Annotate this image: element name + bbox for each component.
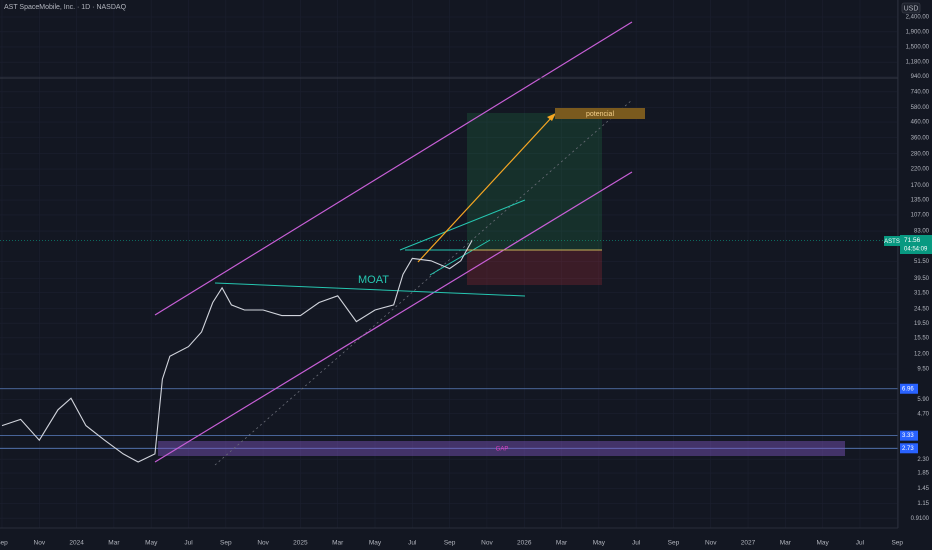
price-axis	[898, 0, 932, 550]
currency-box	[901, 2, 921, 14]
trend-line	[399, 199, 526, 251]
x-tick-label: Sep	[220, 540, 232, 547]
x-tick-label: 2027	[741, 540, 756, 547]
x-tick-label: Sep	[668, 540, 680, 547]
y-tick-label: 19.50	[914, 321, 930, 327]
y-tick-label: 15.50	[914, 335, 930, 341]
y-tick-label: 740.00	[911, 89, 930, 95]
annotation: potencial	[586, 111, 614, 118]
potential-box	[555, 108, 645, 119]
y-tick-label: 220.00	[911, 167, 930, 173]
y-tick-label: 135.00	[911, 198, 930, 204]
y-tick-label: 280.00	[911, 151, 930, 157]
level-label: 6.96	[902, 386, 914, 392]
y-tick-label: 1,500.00	[906, 44, 930, 50]
y-tick-label: 107.00	[911, 212, 930, 218]
y-tick-label: 1.85	[917, 471, 929, 477]
y-tick-label: 24.50	[914, 306, 930, 312]
x-tick-label: Mar	[556, 540, 568, 547]
trend-line	[429, 239, 491, 276]
last-price-label: 71.56	[904, 237, 921, 244]
gap-band	[158, 441, 845, 456]
y-tick-label: 170.00	[911, 183, 930, 189]
symbol-tag	[884, 236, 900, 246]
y-tick-label: 9.50	[917, 367, 929, 373]
moat-lower	[214, 282, 526, 297]
y-tick-label: 2,400.00	[906, 15, 930, 21]
annotation: GAP	[496, 447, 509, 453]
x-tick-label: 2025	[293, 540, 308, 547]
chart-title: AST SpaceMobile, Inc. · 1D · NASDAQ	[4, 4, 127, 11]
channel-mid	[214, 99, 633, 466]
y-tick-label: 940.00	[911, 74, 930, 80]
x-tick-label: Jul	[632, 540, 641, 547]
y-tick-label: 1,900.00	[906, 29, 930, 35]
currency: USD	[904, 5, 919, 12]
x-tick-label: Jul	[856, 540, 865, 547]
y-tick-label: 2.30	[917, 457, 929, 463]
annotation: MOAT	[358, 274, 389, 286]
x-tick-label: May	[593, 540, 606, 547]
y-tick-label: 360.00	[911, 135, 930, 141]
x-tick-label: 2026	[517, 540, 532, 547]
level-label: 2.73	[902, 446, 914, 452]
level-label: 3.33	[902, 433, 914, 439]
stop-zone	[467, 250, 602, 285]
y-tick-label: 83.00	[914, 229, 930, 235]
price-line	[1, 240, 473, 463]
y-tick-label: 39.50	[914, 276, 930, 282]
y-tick-label: 1.15	[917, 501, 929, 507]
x-tick-label: Jul	[408, 540, 417, 547]
level-tag	[900, 443, 918, 454]
y-tick-label: 0.9100	[911, 516, 930, 522]
y-tick-label: 4.70	[917, 411, 929, 417]
y-tick-label: 31.50	[914, 290, 930, 296]
x-tick-label: Sep	[444, 540, 456, 547]
y-tick-label: 460.00	[911, 120, 930, 126]
channel-upper	[154, 21, 633, 316]
y-tick-label: 5.90	[917, 397, 929, 403]
x-tick-label: Nov	[34, 540, 46, 547]
y-tick-label: 12.00	[914, 352, 930, 358]
x-tick-label: Sep	[891, 540, 903, 547]
arrow-head	[547, 113, 556, 121]
x-tick-label: May	[145, 540, 158, 547]
projection-arrow	[417, 116, 553, 263]
y-tick-label: 51.50	[914, 259, 930, 265]
channel-lower	[154, 171, 633, 463]
price-tag	[900, 235, 932, 254]
x-tick-label: Mar	[780, 540, 792, 547]
symbol: ASTS	[884, 239, 900, 245]
x-tick-label: Jul	[184, 540, 193, 547]
level-tag	[900, 430, 918, 441]
level-tag	[900, 383, 918, 394]
y-tick-label: 1.45	[917, 486, 929, 492]
x-tick-label: Sep	[0, 540, 8, 547]
x-tick-label: Nov	[481, 540, 493, 547]
x-tick-label: Nov	[705, 540, 717, 547]
x-tick-label: 2024	[69, 540, 84, 547]
y-tick-label: 580.00	[911, 105, 930, 111]
target-zone	[467, 113, 602, 250]
countdown: 04:54:09	[904, 247, 928, 253]
x-tick-label: Nov	[257, 540, 269, 547]
x-tick-label: May	[369, 540, 382, 547]
x-tick-label: May	[817, 540, 830, 547]
y-tick-label: 1,180.00	[906, 60, 930, 66]
x-tick-label: Mar	[332, 540, 344, 547]
x-tick-label: Mar	[108, 540, 120, 547]
